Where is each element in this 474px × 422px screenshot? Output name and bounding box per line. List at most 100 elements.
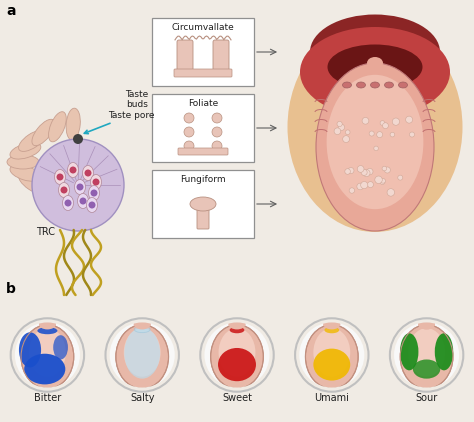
Ellipse shape: [66, 184, 80, 216]
FancyBboxPatch shape: [197, 207, 209, 229]
Circle shape: [392, 118, 400, 125]
Ellipse shape: [19, 332, 41, 368]
Circle shape: [384, 167, 391, 173]
Ellipse shape: [210, 325, 264, 389]
Circle shape: [201, 318, 273, 392]
FancyBboxPatch shape: [152, 94, 254, 162]
Ellipse shape: [55, 170, 65, 184]
Ellipse shape: [39, 319, 56, 330]
Circle shape: [80, 197, 86, 205]
Circle shape: [345, 169, 350, 174]
Ellipse shape: [212, 113, 222, 123]
Circle shape: [390, 132, 395, 137]
Circle shape: [338, 124, 345, 130]
Circle shape: [380, 121, 385, 125]
FancyBboxPatch shape: [174, 69, 232, 77]
Circle shape: [61, 187, 67, 194]
Ellipse shape: [86, 197, 98, 213]
Ellipse shape: [400, 333, 419, 371]
Text: Umami: Umami: [314, 393, 349, 403]
Ellipse shape: [305, 325, 358, 389]
Circle shape: [76, 184, 83, 190]
FancyBboxPatch shape: [177, 40, 193, 76]
Ellipse shape: [400, 325, 453, 389]
Circle shape: [377, 132, 383, 138]
Ellipse shape: [78, 194, 89, 208]
Ellipse shape: [310, 14, 440, 89]
Ellipse shape: [343, 82, 352, 88]
Circle shape: [398, 175, 403, 180]
Ellipse shape: [32, 119, 55, 146]
Ellipse shape: [116, 325, 169, 389]
Circle shape: [32, 139, 124, 231]
Text: Sour: Sour: [416, 393, 438, 403]
Ellipse shape: [7, 155, 39, 169]
Circle shape: [387, 189, 394, 196]
Ellipse shape: [313, 328, 350, 377]
Circle shape: [374, 146, 378, 151]
Ellipse shape: [228, 319, 246, 330]
Ellipse shape: [324, 327, 339, 333]
Circle shape: [92, 179, 100, 186]
Ellipse shape: [384, 82, 393, 88]
Circle shape: [361, 181, 368, 189]
Circle shape: [390, 318, 463, 392]
Circle shape: [383, 123, 388, 129]
Circle shape: [367, 181, 374, 188]
Ellipse shape: [24, 354, 65, 384]
Ellipse shape: [219, 328, 255, 377]
FancyBboxPatch shape: [152, 170, 254, 238]
Ellipse shape: [82, 165, 93, 181]
Circle shape: [362, 117, 369, 124]
Circle shape: [343, 135, 349, 143]
Ellipse shape: [288, 22, 463, 232]
Ellipse shape: [184, 113, 194, 123]
Text: Sweet: Sweet: [222, 393, 252, 403]
Circle shape: [346, 130, 350, 135]
Circle shape: [334, 128, 341, 135]
Ellipse shape: [89, 186, 100, 200]
Text: Taste
buds: Taste buds: [125, 90, 148, 109]
Ellipse shape: [58, 182, 70, 197]
Ellipse shape: [316, 63, 434, 231]
Ellipse shape: [229, 327, 245, 333]
Ellipse shape: [32, 179, 55, 205]
Ellipse shape: [408, 328, 445, 377]
Text: Salty: Salty: [130, 393, 155, 403]
Ellipse shape: [10, 165, 41, 181]
Text: Circumvallate: Circumvallate: [172, 23, 234, 32]
Circle shape: [11, 318, 84, 392]
Circle shape: [56, 173, 64, 181]
Ellipse shape: [184, 127, 194, 137]
Ellipse shape: [18, 130, 46, 151]
Ellipse shape: [21, 325, 74, 389]
Circle shape: [337, 122, 342, 127]
Ellipse shape: [184, 141, 194, 151]
Ellipse shape: [18, 173, 46, 194]
Circle shape: [363, 170, 370, 177]
Circle shape: [64, 200, 72, 206]
Circle shape: [349, 188, 355, 193]
Ellipse shape: [212, 141, 222, 151]
Ellipse shape: [418, 319, 435, 330]
Ellipse shape: [212, 127, 222, 137]
Circle shape: [380, 179, 385, 184]
Ellipse shape: [218, 348, 256, 381]
Ellipse shape: [323, 319, 340, 330]
Ellipse shape: [63, 195, 73, 211]
Circle shape: [89, 201, 95, 208]
Circle shape: [106, 318, 179, 392]
Ellipse shape: [29, 328, 66, 377]
Ellipse shape: [91, 175, 101, 189]
Ellipse shape: [413, 360, 440, 379]
Circle shape: [382, 166, 387, 171]
Ellipse shape: [190, 197, 216, 211]
Text: TRC: TRC: [36, 227, 55, 237]
Text: Fungiform: Fungiform: [180, 175, 226, 184]
FancyBboxPatch shape: [152, 18, 254, 86]
Ellipse shape: [134, 319, 151, 330]
Ellipse shape: [124, 328, 161, 377]
Circle shape: [361, 169, 367, 176]
Text: a: a: [6, 4, 16, 18]
Ellipse shape: [367, 57, 383, 69]
